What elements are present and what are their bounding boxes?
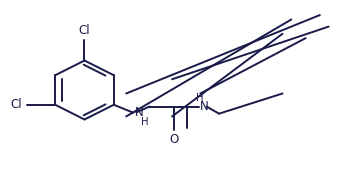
Text: H: H bbox=[141, 117, 149, 127]
Text: O: O bbox=[170, 133, 179, 146]
Text: H: H bbox=[197, 93, 204, 103]
Text: N: N bbox=[200, 100, 209, 113]
Text: N: N bbox=[135, 106, 143, 119]
Text: Cl: Cl bbox=[79, 24, 90, 37]
Text: Cl: Cl bbox=[11, 98, 22, 111]
